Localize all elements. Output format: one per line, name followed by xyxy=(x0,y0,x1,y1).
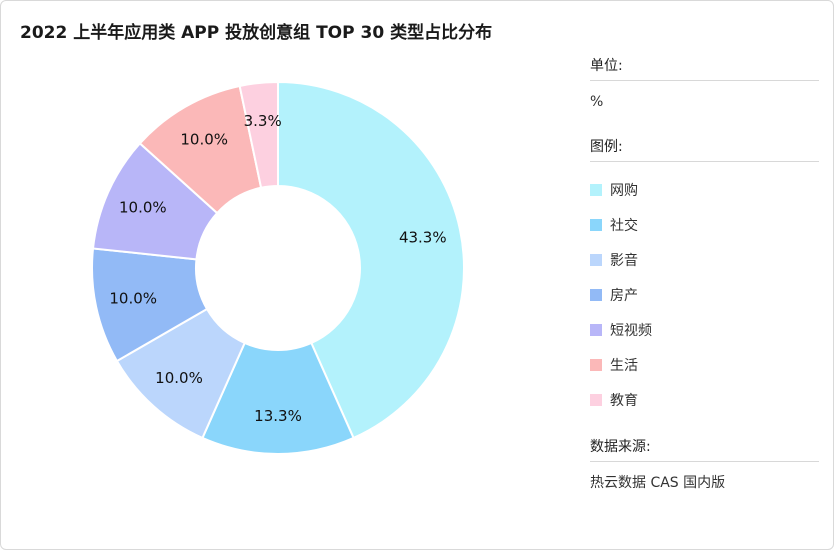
divider xyxy=(590,461,819,462)
legend-swatch xyxy=(590,183,602,196)
legend-label: 教育 xyxy=(610,392,638,409)
divider xyxy=(590,161,819,162)
legend-label: 网购 xyxy=(610,182,638,199)
legend-item[interactable]: 生活 xyxy=(590,347,820,382)
slice-value-label: 43.3% xyxy=(399,228,447,246)
legend-item[interactable]: 房产 xyxy=(590,277,820,312)
legend: 网购社交影音房产短视频生活教育 xyxy=(590,172,820,417)
legend-item[interactable]: 短视频 xyxy=(590,312,820,347)
legend-swatch xyxy=(590,253,602,266)
legend-item[interactable]: 网购 xyxy=(590,172,820,207)
side-panel: 单位: % 图例: 网购社交影音房产短视频生活教育 数据来源: 热云数据 CAS… xyxy=(590,54,820,516)
legend-label: 社交 xyxy=(610,217,638,234)
slice-value-label: 10.0% xyxy=(119,199,167,217)
legend-label: 短视频 xyxy=(610,322,652,339)
slice-value-label: 3.3% xyxy=(244,112,282,130)
legend-label: 生活 xyxy=(610,357,638,374)
legend-label: 房产 xyxy=(610,287,638,304)
legend-swatch xyxy=(590,358,602,371)
donut-labels: 43.3% 13.3% 10.0% 10.0% 10.0% 10.0% 3.3% xyxy=(109,112,446,425)
divider xyxy=(590,80,819,81)
source-heading: 数据来源: xyxy=(590,439,651,455)
source-value: 热云数据 CAS 国内版 xyxy=(590,475,726,491)
legend-heading: 图例: xyxy=(590,139,623,155)
slice-value-label: 13.3% xyxy=(254,407,302,425)
slice-value-label: 10.0% xyxy=(155,369,203,387)
legend-swatch xyxy=(590,393,602,406)
donut-slices xyxy=(91,80,465,455)
unit-heading: 单位: xyxy=(590,58,623,74)
legend-swatch xyxy=(590,288,602,301)
legend-swatch xyxy=(590,218,602,231)
legend-label: 影音 xyxy=(610,252,638,269)
slice-value-label: 10.0% xyxy=(180,131,228,149)
legend-item[interactable]: 社交 xyxy=(590,207,820,242)
donut-slice-6[interactable] xyxy=(238,80,279,189)
chart-title: 2022 上半年应用类 APP 投放创意组 TOP 30 类型占比分布 xyxy=(20,23,493,43)
unit-value: % xyxy=(590,94,604,110)
legend-item[interactable]: 教育 xyxy=(590,382,820,417)
legend-swatch xyxy=(590,323,602,336)
donut-slice-0[interactable] xyxy=(277,80,465,440)
legend-item[interactable]: 影音 xyxy=(590,242,820,277)
slice-value-label: 10.0% xyxy=(109,290,157,308)
